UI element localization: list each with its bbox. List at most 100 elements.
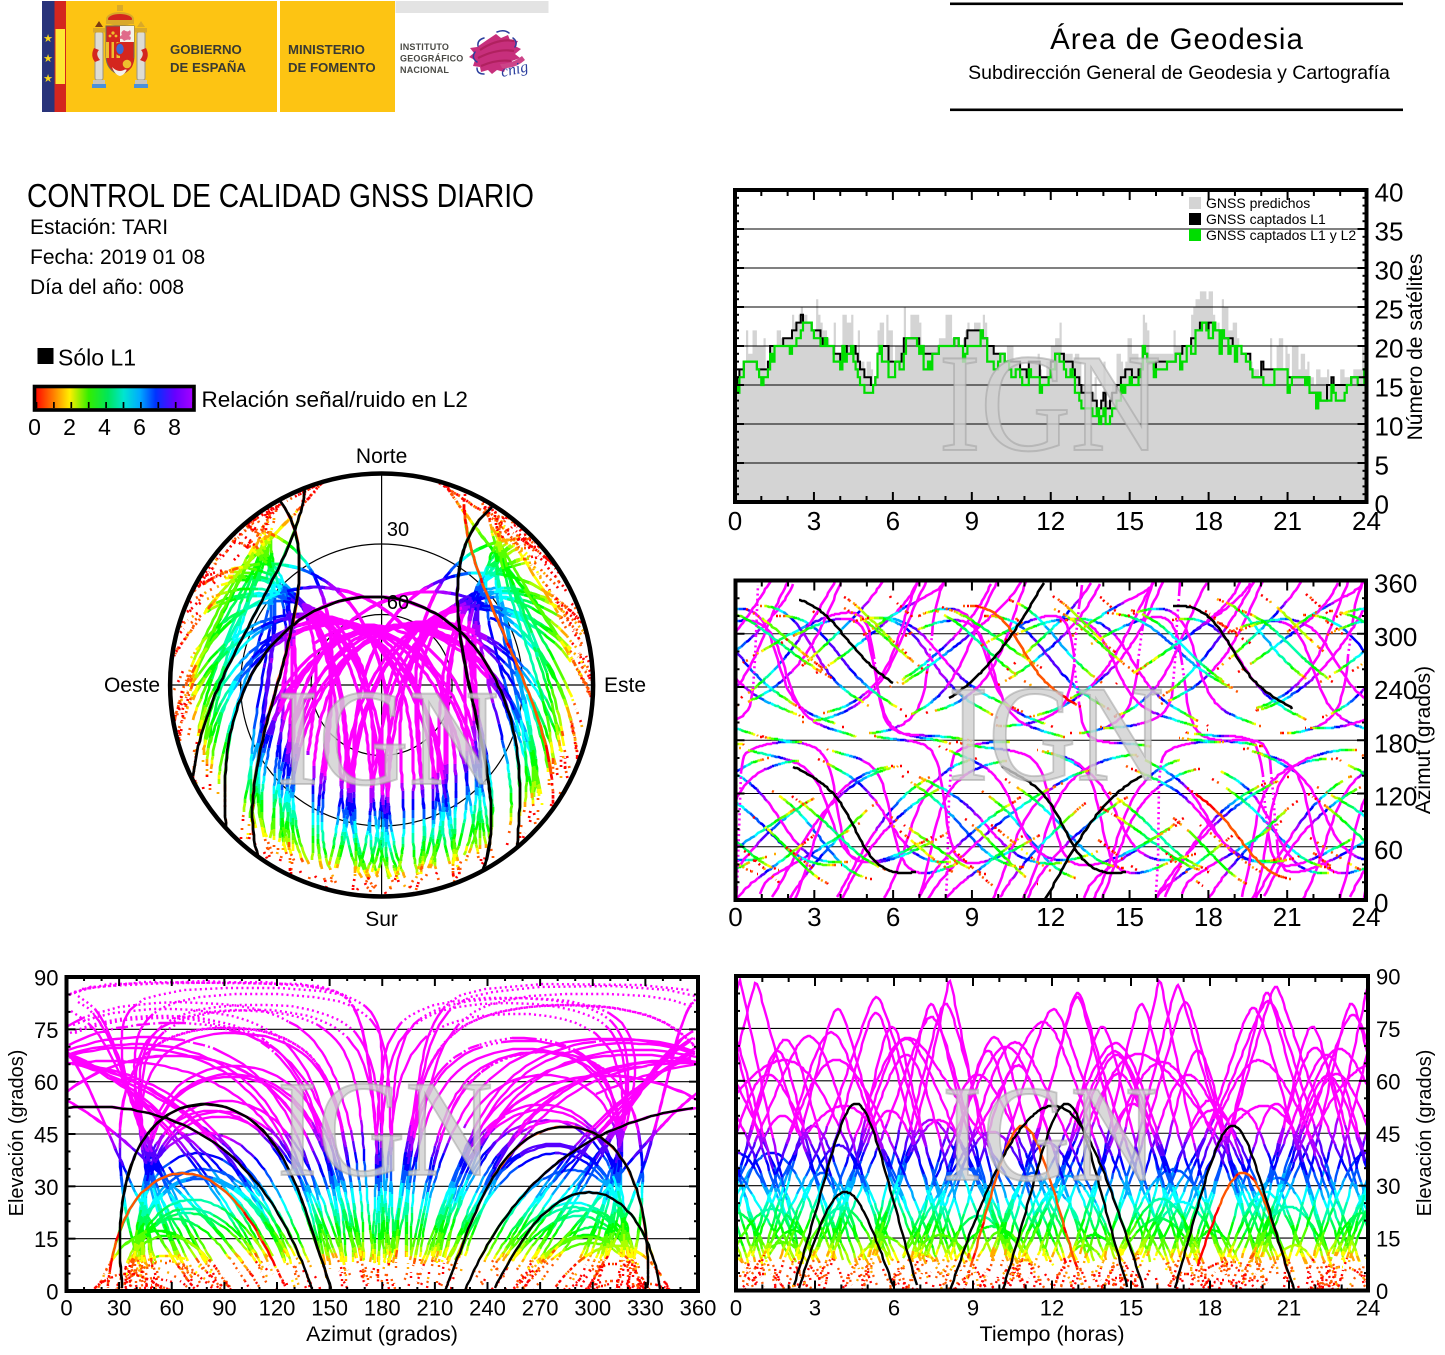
svg-text:270: 270: [522, 1296, 559, 1321]
svg-text:cnig: cnig: [499, 59, 529, 81]
svg-text:90: 90: [212, 1296, 236, 1321]
svg-text:360: 360: [680, 1296, 717, 1321]
svg-text:300: 300: [1374, 622, 1417, 652]
svg-text:15: 15: [1376, 1227, 1400, 1252]
svg-text:24: 24: [1356, 1296, 1380, 1321]
svg-text:15: 15: [34, 1227, 58, 1252]
svg-text:0: 0: [28, 414, 41, 440]
svg-text:240: 240: [1374, 675, 1417, 705]
svg-text:60: 60: [1374, 835, 1403, 865]
svg-text:★: ★: [43, 73, 53, 85]
svg-text:15: 15: [1115, 506, 1144, 536]
svg-text:Azimut (grados): Azimut (grados): [306, 1322, 458, 1346]
svg-text:30: 30: [1376, 1174, 1400, 1199]
svg-text:60: 60: [34, 1070, 58, 1095]
svg-text:60: 60: [1376, 1069, 1400, 1094]
svg-text:3: 3: [807, 902, 821, 932]
svg-text:★: ★: [43, 33, 53, 45]
svg-text:Norte: Norte: [356, 445, 407, 468]
svg-text:15: 15: [1119, 1296, 1143, 1321]
svg-text:2: 2: [63, 414, 76, 440]
svg-text:3: 3: [809, 1296, 821, 1321]
svg-text:GOBIERNO: GOBIERNO: [170, 42, 242, 57]
svg-text:35: 35: [1375, 217, 1404, 247]
svg-text:12: 12: [1036, 902, 1065, 932]
svg-text:18: 18: [1194, 506, 1223, 536]
svg-text:21: 21: [1277, 1296, 1301, 1321]
svg-text:★: ★: [43, 53, 53, 65]
svg-text:150: 150: [311, 1296, 348, 1321]
svg-text:120: 120: [259, 1296, 296, 1321]
svg-text:Elevación (grados): Elevación (grados): [6, 1050, 28, 1217]
svg-text:21: 21: [1273, 506, 1302, 536]
svg-text:0: 0: [1376, 1279, 1388, 1304]
svg-text:24: 24: [1352, 902, 1381, 932]
svg-text:Estación: TARI: Estación: TARI: [30, 216, 168, 239]
svg-text:30: 30: [34, 1175, 58, 1200]
svg-text:90: 90: [1376, 965, 1400, 990]
svg-text:DE ESPAÑA: DE ESPAÑA: [170, 60, 246, 75]
svg-text:Oeste: Oeste: [104, 674, 160, 697]
svg-text:IGN: IGN: [277, 661, 499, 814]
svg-text:30: 30: [1375, 256, 1404, 286]
svg-text:10: 10: [1375, 412, 1404, 442]
svg-text:IGN: IGN: [942, 1057, 1158, 1210]
svg-text:0: 0: [46, 1280, 58, 1305]
svg-text:9: 9: [965, 506, 979, 536]
svg-text:6: 6: [888, 1296, 900, 1321]
svg-text:Elevación (grados): Elevación (grados): [1414, 1050, 1436, 1217]
svg-text:Este: Este: [604, 674, 646, 697]
svg-text:Relación señal/ruido en L2: Relación señal/ruido en L2: [202, 387, 468, 412]
svg-text:0: 0: [728, 506, 742, 536]
svg-text:45: 45: [1376, 1122, 1400, 1147]
svg-text:0: 0: [60, 1296, 72, 1321]
svg-text:GNSS captados L1 y L2: GNSS captados L1 y L2: [1206, 227, 1356, 243]
svg-text:60: 60: [160, 1296, 184, 1321]
svg-text:240: 240: [469, 1296, 506, 1321]
svg-text:Número de satélites: Número de satélites: [1404, 254, 1427, 441]
svg-text:360: 360: [1374, 569, 1417, 599]
svg-text:Azimut (grados): Azimut (grados): [1412, 666, 1435, 814]
svg-text:15: 15: [1115, 902, 1144, 932]
svg-text:6: 6: [133, 414, 146, 440]
svg-text:3: 3: [807, 506, 821, 536]
svg-text:Tiempo (horas): Tiempo (horas): [980, 1322, 1125, 1346]
svg-text:IGN: IGN: [939, 326, 1161, 481]
svg-text:45: 45: [34, 1123, 58, 1148]
svg-text:330: 330: [627, 1296, 664, 1321]
svg-text:9: 9: [965, 902, 979, 932]
svg-text:120: 120: [1374, 782, 1417, 812]
svg-text:IGN: IGN: [948, 657, 1164, 810]
svg-text:GEOGRÁFICO: GEOGRÁFICO: [400, 54, 464, 64]
svg-text:210: 210: [417, 1296, 454, 1321]
svg-text:18: 18: [1194, 902, 1223, 932]
svg-text:21: 21: [1273, 902, 1302, 932]
svg-text:NACIONAL: NACIONAL: [400, 65, 449, 75]
svg-text:90: 90: [34, 966, 58, 991]
svg-text:INSTITUTO: INSTITUTO: [400, 42, 449, 52]
svg-text:6: 6: [886, 902, 900, 932]
svg-text:40: 40: [1375, 178, 1404, 208]
svg-text:180: 180: [364, 1296, 401, 1321]
svg-text:8: 8: [168, 414, 181, 440]
svg-text:75: 75: [1376, 1017, 1400, 1042]
svg-text:0: 0: [1375, 490, 1389, 520]
svg-text:Fecha: 2019 01 08: Fecha: 2019 01 08: [30, 246, 205, 269]
svg-text:75: 75: [34, 1018, 58, 1043]
svg-text:Área de Geodesia: Área de Geodesia: [1050, 23, 1304, 56]
svg-text:GNSS captados L1: GNSS captados L1: [1206, 211, 1326, 227]
svg-text:180: 180: [1374, 728, 1417, 758]
svg-text:Sólo L1: Sólo L1: [58, 345, 136, 371]
svg-text:CONTROL DE CALIDAD GNSS DIARIO: CONTROL DE CALIDAD GNSS DIARIO: [27, 177, 534, 214]
svg-text:DE FOMENTO: DE FOMENTO: [288, 60, 376, 75]
svg-text:Subdirección General de Geodes: Subdirección General de Geodesia y Carto…: [968, 62, 1390, 84]
svg-text:300: 300: [574, 1296, 611, 1321]
svg-text:15: 15: [1375, 373, 1404, 403]
svg-text:4: 4: [98, 414, 111, 440]
svg-text:Día del año: 008: Día del año: 008: [30, 276, 184, 299]
svg-text:0: 0: [1374, 888, 1388, 918]
svg-text:12: 12: [1040, 1296, 1064, 1321]
svg-text:0: 0: [730, 1296, 742, 1321]
svg-text:25: 25: [1375, 295, 1404, 325]
svg-text:18: 18: [1198, 1296, 1222, 1321]
